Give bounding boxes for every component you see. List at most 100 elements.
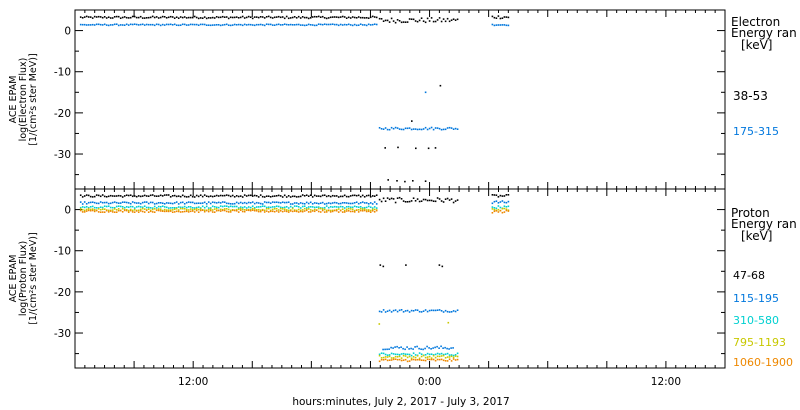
data-point [277, 23, 280, 26]
data-point [95, 16, 98, 18]
data-point [113, 16, 116, 18]
data-point [149, 23, 152, 26]
data-point [495, 200, 498, 202]
data-point [121, 201, 124, 203]
data-point [269, 210, 272, 213]
data-point [386, 356, 389, 358]
data-point [103, 211, 106, 213]
data-point [388, 309, 391, 312]
data-point [450, 354, 453, 356]
data-point [129, 23, 132, 26]
data-point [416, 355, 419, 357]
data-point [259, 209, 262, 211]
data-point [117, 15, 120, 18]
data-point [289, 203, 292, 205]
data-point [410, 18, 413, 20]
data-point [225, 210, 228, 213]
data-point [347, 16, 350, 19]
data-point [271, 210, 274, 213]
data-point [199, 207, 202, 209]
data-point [133, 207, 136, 209]
data-point [137, 195, 140, 197]
data-point [321, 23, 324, 26]
data-point [193, 202, 196, 205]
data-point [183, 210, 186, 213]
data-point [243, 23, 246, 26]
data-point [319, 23, 322, 26]
data-point [351, 208, 354, 211]
data-point [378, 353, 381, 356]
data-point [319, 211, 322, 213]
legend-entry: 175-315 [733, 125, 779, 138]
data-point [201, 202, 204, 204]
data-point [311, 203, 314, 205]
data-point [317, 206, 320, 208]
data-point [251, 17, 254, 20]
data-point [396, 358, 399, 361]
data-point [149, 194, 152, 197]
data-point [305, 16, 308, 19]
data-point [131, 209, 134, 212]
data-point [281, 24, 284, 26]
data-point [416, 345, 418, 348]
data-point [317, 195, 320, 197]
data-point [165, 202, 168, 204]
data-point [450, 360, 453, 362]
series-795-1193 [79, 207, 510, 360]
data-point [83, 211, 86, 213]
data-point [400, 309, 403, 311]
data-point [215, 208, 218, 210]
data-point [299, 202, 302, 204]
data-point [217, 206, 220, 209]
data-point [151, 207, 154, 209]
data-point [113, 207, 116, 209]
data-point [137, 24, 140, 26]
data-point [501, 207, 504, 210]
data-point [193, 15, 196, 18]
data-point [123, 195, 126, 197]
data-point [111, 17, 114, 19]
data-point [85, 194, 88, 196]
data-point [109, 194, 112, 197]
data-point [309, 17, 312, 19]
data-point [426, 345, 428, 348]
data-point [161, 195, 164, 197]
data-point [211, 24, 214, 26]
data-point [343, 209, 346, 212]
data-point [141, 206, 144, 209]
data-point [91, 196, 94, 198]
data-point [173, 211, 176, 213]
data-point [199, 23, 202, 26]
data-point [303, 205, 306, 207]
data-point [255, 210, 258, 212]
data-point [499, 17, 502, 20]
data-point [491, 208, 494, 210]
data-point [81, 17, 84, 19]
data-point [411, 120, 413, 122]
data-point [147, 23, 150, 26]
data-point [343, 194, 346, 197]
data-point [396, 19, 399, 21]
data-point [434, 356, 437, 359]
data-point [408, 127, 411, 129]
data-point [378, 354, 381, 357]
data-point [444, 346, 446, 349]
data-point [179, 24, 182, 26]
data-point [185, 201, 188, 204]
data-point [444, 198, 447, 200]
data-point [107, 209, 110, 212]
data-point [293, 202, 296, 204]
data-point [438, 358, 441, 361]
data-point [454, 359, 457, 361]
data-point [408, 353, 411, 356]
data-point [247, 194, 250, 197]
data-point [79, 194, 82, 196]
data-point [237, 23, 240, 26]
data-point [331, 206, 334, 208]
data-point [456, 128, 459, 130]
plot-frame [74, 9, 726, 190]
data-point [173, 23, 176, 26]
data-point [335, 23, 338, 26]
data-point [331, 16, 334, 18]
data-point [101, 208, 104, 211]
